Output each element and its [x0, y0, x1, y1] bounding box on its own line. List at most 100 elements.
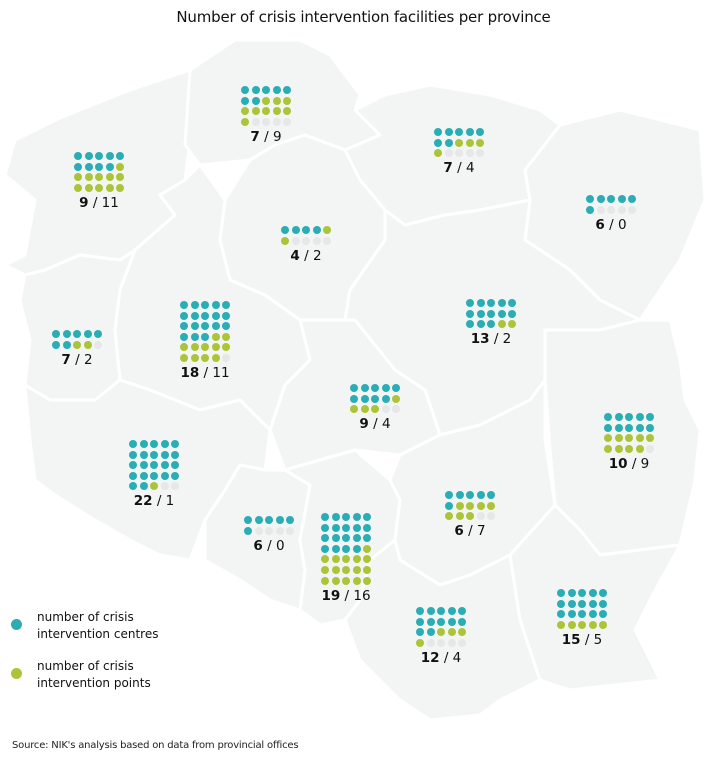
- empty-dot-icon: [291, 236, 300, 245]
- point-dot-icon: [262, 107, 271, 116]
- centre-dot-icon: [222, 322, 231, 331]
- point-dot-icon: [466, 501, 475, 510]
- empty-dot-icon: [272, 117, 281, 126]
- point-dot-icon: [363, 555, 372, 564]
- province-count-label: 7 / 2: [61, 351, 93, 368]
- centre-dot-icon: [342, 544, 351, 553]
- centre-dot-icon: [614, 423, 623, 432]
- centre-dot-icon: [201, 311, 210, 320]
- point-dot-icon: [635, 434, 644, 443]
- centre-dot-icon: [426, 617, 435, 626]
- centre-dot-icon: [466, 309, 474, 318]
- province-south-east: 15 / 5: [557, 589, 608, 648]
- centre-dot-icon: [283, 86, 292, 94]
- province-count-label: 19 / 16: [321, 587, 371, 604]
- centre-dot-icon: [508, 299, 517, 307]
- centre-dot-icon: [434, 138, 442, 147]
- centre-dot-icon: [371, 384, 380, 392]
- centre-dot-icon: [476, 299, 485, 307]
- point-dot-icon: [83, 340, 92, 349]
- point-dot-icon: [465, 138, 474, 147]
- centre-dot-icon: [342, 523, 351, 532]
- centre-dot-icon: [497, 309, 506, 318]
- centre-dot-icon: [599, 599, 608, 608]
- point-dot-icon: [455, 501, 464, 510]
- province-count-label: 9 / 4: [359, 416, 391, 433]
- point-dot-icon: [363, 565, 372, 574]
- centre-dot-icon: [635, 413, 644, 421]
- centre-dot-icon: [84, 162, 93, 171]
- point-dot-icon: [508, 320, 517, 329]
- centre-dot-icon: [52, 330, 60, 338]
- point-dot-icon: [360, 405, 369, 414]
- point-dot-icon: [84, 173, 93, 182]
- point-dot-icon: [116, 162, 125, 171]
- centre-dot-icon: [416, 607, 424, 615]
- point-dot-icon: [241, 107, 249, 116]
- dot-grid: [129, 440, 180, 491]
- point-dot-icon: [150, 482, 159, 491]
- province-east-central: 13 / 2: [466, 299, 517, 347]
- centre-dot-icon: [286, 516, 295, 524]
- point-dot-icon: [180, 353, 188, 362]
- point-dot-icon: [272, 96, 281, 105]
- centre-dot-icon: [105, 162, 114, 171]
- empty-dot-icon: [444, 149, 453, 158]
- point-dot-icon: [635, 444, 644, 453]
- point-dot-icon: [578, 620, 587, 629]
- centre-dot-icon: [160, 440, 169, 448]
- centre-dot-icon: [171, 471, 180, 480]
- centre-dot-icon: [476, 128, 485, 136]
- centre-dot-icon: [129, 440, 137, 448]
- province-south: 12 / 4: [416, 607, 467, 666]
- province-south-east-central: 6 / 7: [445, 491, 496, 539]
- province-count-label: 6 / 0: [253, 537, 285, 554]
- dot-grid: [180, 301, 231, 362]
- centre-dot-icon: [321, 544, 329, 553]
- point-dot-icon: [321, 555, 329, 564]
- centre-dot-icon: [586, 205, 594, 214]
- centre-dot-icon: [139, 440, 148, 448]
- point-dot-icon: [321, 576, 329, 585]
- centre-dot-icon: [129, 461, 137, 470]
- centre-dot-icon: [342, 513, 351, 521]
- province-east: 10 / 9: [604, 413, 655, 472]
- centre-dot-icon: [139, 482, 148, 491]
- centre-dot-icon: [476, 309, 485, 318]
- centre-dot-icon: [262, 86, 271, 94]
- empty-dot-icon: [262, 117, 271, 126]
- empty-dot-icon: [265, 526, 274, 535]
- centre-dot-icon: [321, 523, 329, 532]
- centre-dot-icon: [211, 322, 220, 331]
- teal-dot-icon: [11, 619, 22, 630]
- centre-dot-icon: [171, 461, 180, 470]
- empty-dot-icon: [251, 117, 260, 126]
- province-count-label: 15 / 5: [561, 631, 603, 648]
- centre-dot-icon: [567, 599, 576, 608]
- province-count-label: 7 / 9: [250, 128, 282, 145]
- centre-dot-icon: [466, 299, 474, 307]
- centre-dot-icon: [437, 607, 446, 615]
- centre-dot-icon: [588, 610, 597, 619]
- centre-dot-icon: [73, 330, 82, 338]
- empty-dot-icon: [455, 149, 464, 158]
- point-dot-icon: [331, 565, 340, 574]
- empty-dot-icon: [426, 638, 435, 647]
- centre-dot-icon: [352, 513, 361, 521]
- empty-dot-icon: [596, 205, 605, 214]
- centre-dot-icon: [190, 332, 199, 341]
- empty-dot-icon: [302, 236, 311, 245]
- centre-dot-icon: [604, 413, 612, 421]
- centre-dot-icon: [272, 86, 281, 94]
- point-dot-icon: [625, 434, 634, 443]
- centre-dot-icon: [508, 309, 517, 318]
- point-dot-icon: [342, 565, 351, 574]
- point-dot-icon: [180, 343, 188, 352]
- dot-grid: [74, 152, 125, 192]
- centre-dot-icon: [434, 128, 442, 136]
- centre-dot-icon: [599, 589, 608, 597]
- centre-dot-icon: [557, 599, 565, 608]
- centre-dot-icon: [604, 423, 612, 432]
- legend-label-points: number of crisis intervention points: [37, 659, 151, 690]
- centre-dot-icon: [455, 491, 464, 499]
